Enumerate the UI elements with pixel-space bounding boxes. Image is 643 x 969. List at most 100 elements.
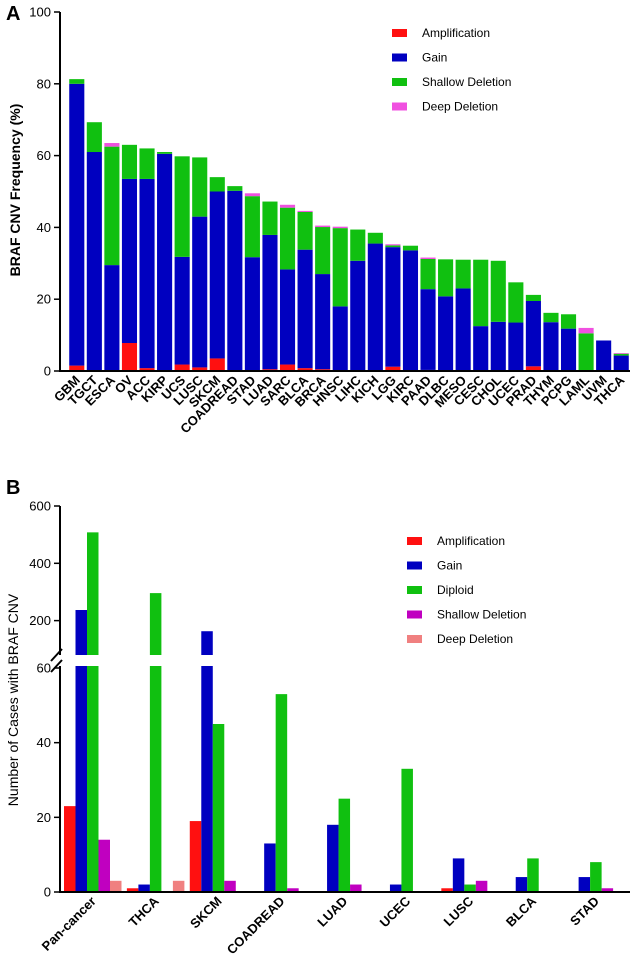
panel-b-letter: B bbox=[6, 477, 20, 499]
bar-blca-diploid bbox=[527, 858, 539, 892]
bar-blca-deep-deletion bbox=[297, 210, 313, 212]
bar-pcpg-shallow-deletion bbox=[560, 314, 577, 329]
bar-thym-shallow-deletion bbox=[543, 312, 559, 323]
bar-skcm-shallow-deletion bbox=[209, 177, 225, 192]
bar-prad-shallow-deletion bbox=[525, 294, 541, 301]
bar-stad-gain bbox=[244, 257, 260, 371]
legend-label-amplification: Amplification bbox=[437, 534, 505, 548]
bar-lusc-gain bbox=[452, 858, 465, 892]
bar-prad-gain bbox=[525, 301, 541, 367]
bar-chol-shallow-deletion bbox=[490, 260, 506, 322]
bar-gbm-gain bbox=[69, 83, 85, 366]
y-tick-label-upper-400: 400 bbox=[29, 556, 51, 571]
bar-esca-shallow-deletion bbox=[104, 146, 120, 266]
bar-cesc-shallow-deletion bbox=[473, 259, 489, 327]
legend-swatch-shallow-deletion bbox=[392, 78, 407, 86]
axis-break-gap bbox=[55, 655, 635, 666]
bar-thca-deep-deletion bbox=[172, 880, 185, 892]
bar-ucec-shallow-deletion bbox=[508, 282, 524, 323]
bar-coadread-diploid bbox=[275, 694, 288, 892]
legend-swatch-amplification bbox=[392, 29, 407, 37]
bar-esca-gain bbox=[104, 265, 120, 371]
bar-uvm-gain bbox=[596, 340, 612, 371]
bar-ov-amplification bbox=[121, 343, 138, 371]
bar-tgct-gain bbox=[86, 152, 102, 371]
bar-cesc-gain bbox=[473, 326, 489, 372]
axis-break-mark-upper bbox=[50, 648, 63, 662]
panel-b-legend: Amplification Gain Diploid Shallow Deletion… bbox=[407, 534, 526, 646]
bar-lgg-gain bbox=[385, 247, 401, 367]
bar-thym-gain bbox=[543, 322, 559, 371]
bar-sarc-shallow-deletion bbox=[279, 207, 296, 270]
y-tick-label-40: 40 bbox=[37, 220, 51, 235]
bar-tgct-shallow-deletion bbox=[86, 122, 102, 153]
legend-swatch-gain bbox=[407, 561, 422, 570]
bar-lgg-amplification bbox=[385, 366, 401, 371]
bar-luad-shallow-deletion bbox=[350, 884, 362, 892]
bar-acc-gain bbox=[139, 178, 155, 369]
bar-paad-shallow-deletion bbox=[420, 258, 436, 290]
x-tick-label-luad: LUAD bbox=[314, 894, 350, 930]
bar-skcm-diploid bbox=[212, 724, 225, 892]
bar-paad-deep-deletion bbox=[420, 257, 436, 259]
bar-pan-cancer-amplification bbox=[64, 806, 76, 892]
bar-hnsc-shallow-deletion bbox=[332, 228, 348, 307]
bar-lihc-shallow-deletion bbox=[350, 229, 366, 261]
bar-thca-shallow-deletion bbox=[613, 353, 629, 356]
bar-skcm-amplification bbox=[209, 358, 225, 371]
panel-a: A BRAF CNV Frequency (%) 0 20 40 60 80 100 GB… bbox=[6, 3, 630, 436]
bar-stad-diploid bbox=[590, 862, 602, 892]
panel-a-y-axis-label: BRAF CNV Frequency (%) bbox=[7, 104, 23, 277]
legend-label-deep-deletion: Deep Deletion bbox=[422, 100, 498, 114]
bar-acc-shallow-deletion bbox=[139, 148, 155, 179]
bar-stad-gain bbox=[578, 877, 591, 892]
bar-pan-cancer-shallow-deletion bbox=[98, 839, 110, 892]
bar-hnsc-deep-deletion bbox=[332, 226, 348, 229]
bar-lusc-gain bbox=[192, 216, 208, 368]
panel-b-y-axis-label: Number of Cases with BRAF CNV bbox=[5, 593, 21, 806]
bar-ucec-gain bbox=[389, 884, 402, 892]
legend-swatch-deep-deletion bbox=[392, 102, 407, 111]
panel-a-bars bbox=[69, 79, 629, 372]
bar-ucec-gain bbox=[508, 322, 524, 371]
legend-label-diploid: Diploid bbox=[437, 583, 474, 597]
bar-lihc-gain bbox=[350, 260, 366, 371]
bar-ucs-shallow-deletion bbox=[174, 156, 190, 257]
x-tick-label-stad: STAD bbox=[567, 894, 602, 929]
bar-esca-deep-deletion bbox=[104, 143, 120, 147]
bar-luad-shallow-deletion bbox=[262, 201, 278, 235]
x-tick-label-ucec: UCEC bbox=[377, 893, 414, 930]
bar-lusc-amplification bbox=[192, 367, 208, 371]
panel-b-y-ticks: 0 20 40 60 200 400 600 bbox=[29, 499, 60, 900]
y-tick-label-upper-600: 600 bbox=[29, 499, 51, 514]
bar-ucs-gain bbox=[174, 256, 190, 365]
bar-skcm-gain bbox=[201, 631, 213, 892]
bar-ucs-amplification bbox=[174, 364, 190, 371]
bar-lusc-shallow-deletion bbox=[475, 880, 488, 892]
panel-b: B Number of Cases with BRAF CNV 0 20 40 60 2… bbox=[5, 477, 635, 957]
bar-brca-gain bbox=[315, 274, 331, 370]
bar-pan-cancer-gain bbox=[75, 610, 87, 892]
bar-stad-shallow-deletion bbox=[244, 196, 260, 258]
bar-lusc-amplification bbox=[441, 888, 453, 892]
x-tick-label-lusc: LUSC bbox=[441, 893, 477, 929]
x-tick-label-skcm: SKCM bbox=[187, 894, 225, 932]
bar-hnsc-gain bbox=[332, 306, 348, 371]
bar-dlbc-shallow-deletion bbox=[438, 259, 454, 297]
legend-label-deep-deletion: Deep Deletion bbox=[437, 632, 513, 646]
bar-sarc-amplification bbox=[279, 364, 296, 371]
bar-ov-shallow-deletion bbox=[121, 144, 138, 179]
bar-ov-gain bbox=[121, 178, 138, 343]
bar-kich-gain bbox=[367, 243, 383, 371]
legend-swatch-amplification bbox=[407, 537, 422, 545]
bar-thca-gain bbox=[613, 355, 629, 371]
bar-luad-gain bbox=[327, 824, 339, 892]
bar-luad-gain bbox=[262, 234, 278, 370]
legend-swatch-shallow-deletion bbox=[407, 610, 422, 619]
bar-pan-cancer-deep-deletion bbox=[110, 880, 122, 892]
bar-gbm-amplification bbox=[69, 365, 85, 371]
legend-label-shallow-deletion: Shallow Deletion bbox=[437, 608, 526, 622]
legend-swatch-diploid bbox=[407, 586, 422, 594]
bar-ucec-diploid bbox=[401, 768, 413, 892]
